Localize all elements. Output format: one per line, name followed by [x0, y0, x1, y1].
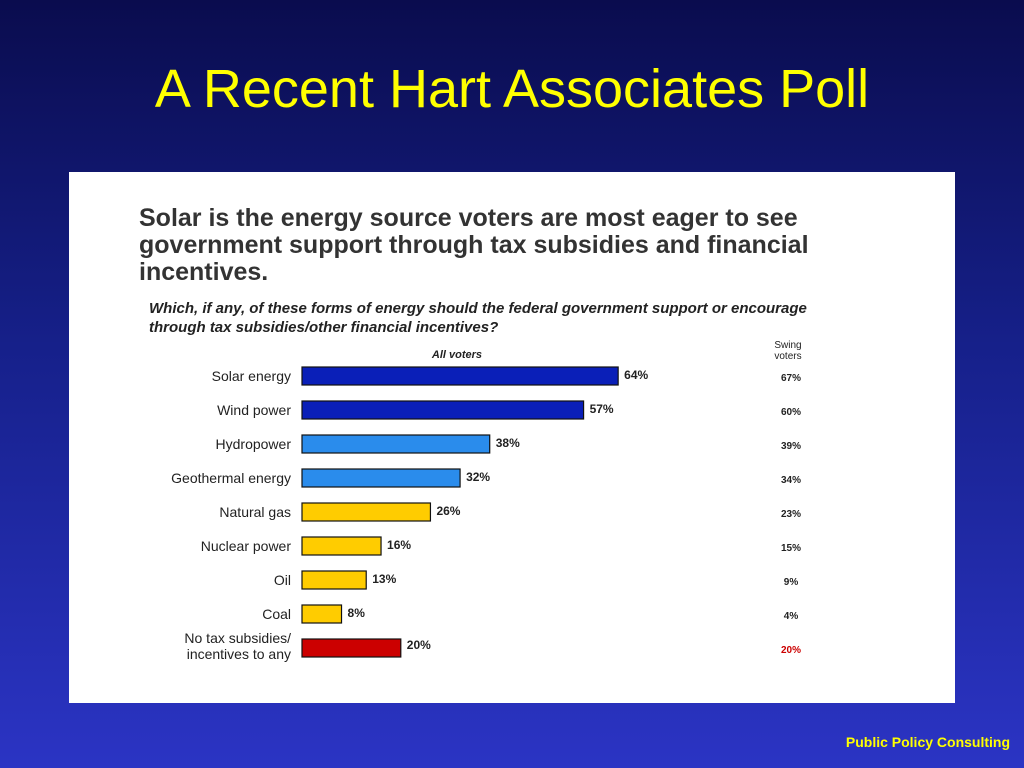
value-label: 8%: [348, 606, 366, 620]
bar: [301, 638, 402, 658]
swing-value-label: 60%: [781, 407, 801, 418]
value-label: 64%: [624, 368, 648, 382]
bar: [301, 468, 461, 488]
value-label: 16%: [387, 538, 411, 552]
category-label: Nuclear power: [201, 538, 292, 554]
value-label: 57%: [590, 402, 614, 416]
category-label: No tax subsidies/incentives to any: [184, 630, 291, 662]
category-label: Geothermal energy: [171, 470, 291, 486]
value-label: 13%: [372, 572, 396, 586]
bar: [301, 434, 491, 454]
series-label: All voters: [431, 349, 482, 361]
bar: [301, 366, 619, 386]
swing-value-label: 4%: [784, 611, 799, 622]
bar: [301, 502, 432, 522]
swing-value-label: 67%: [781, 373, 801, 384]
category-label: Natural gas: [219, 504, 291, 520]
bar-chart: All voters Swing voters Solar energy 64% 67…: [171, 340, 801, 662]
value-label: 26%: [436, 504, 460, 518]
category-label: Wind power: [217, 402, 291, 418]
chart-subtitle: Which, if any, of these forms of energy …: [149, 300, 807, 336]
chart-panel: Solar is the energy source voters are mo…: [69, 172, 955, 703]
bar: [301, 604, 343, 624]
slide-title: A Recent Hart Associates Poll: [154, 59, 870, 119]
bar: [301, 570, 367, 590]
category-label: Coal: [262, 606, 291, 622]
category-label: Hydropower: [216, 436, 292, 452]
swing-column-header: Swing voters: [774, 340, 801, 362]
swing-value-label: 39%: [781, 441, 801, 452]
bar: [301, 400, 585, 420]
swing-value-label: 23%: [781, 509, 801, 520]
value-label: 38%: [496, 436, 520, 450]
swing-value-label: 9%: [784, 577, 799, 588]
chart-title: Solar is the energy source voters are mo…: [139, 204, 809, 286]
swing-value-label: 20%: [781, 645, 801, 656]
category-label: Oil: [274, 572, 291, 588]
footer-text: Public Policy Consulting: [845, 734, 1010, 750]
value-label: 20%: [407, 638, 431, 652]
swing-value-label: 15%: [781, 543, 801, 554]
bar: [301, 536, 382, 556]
swing-value-label: 34%: [781, 475, 801, 486]
category-label: Solar energy: [212, 368, 291, 384]
value-label: 32%: [466, 470, 490, 484]
